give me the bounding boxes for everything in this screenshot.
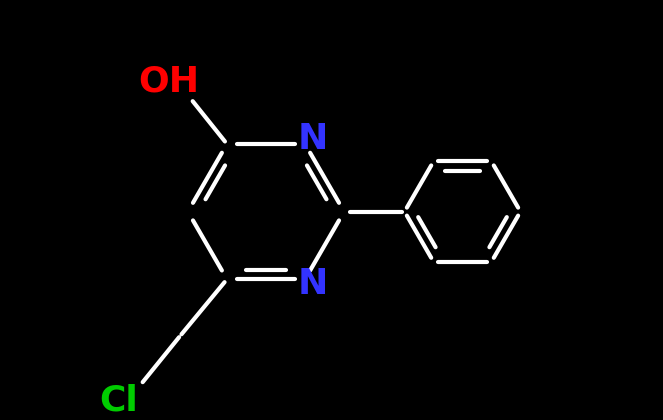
Text: N: N (298, 122, 328, 156)
Text: OH: OH (139, 64, 200, 98)
Text: N: N (298, 267, 328, 301)
Text: Cl: Cl (99, 383, 138, 417)
